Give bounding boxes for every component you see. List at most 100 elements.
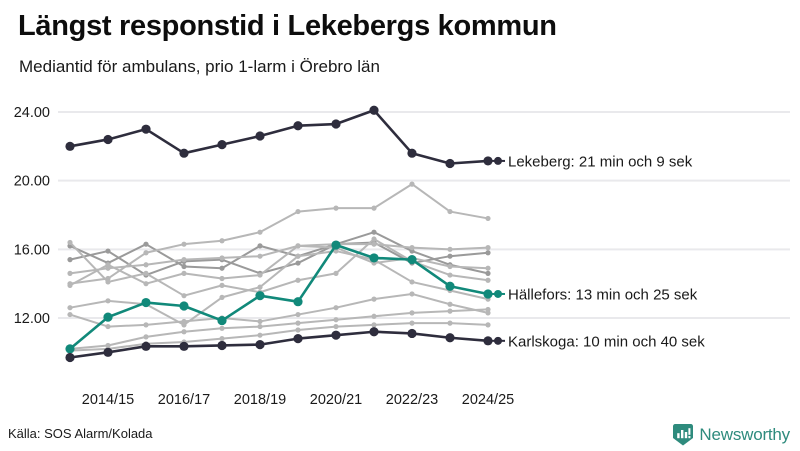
data-point (295, 208, 301, 215)
data-point (295, 311, 301, 318)
data-point (409, 320, 415, 326)
data-point (371, 296, 377, 302)
series-line (69, 292, 489, 328)
data-point (293, 334, 303, 344)
x-axis-tick-label: 2016/17 (158, 392, 210, 408)
data-point (371, 313, 377, 319)
data-point (65, 352, 75, 363)
y-axis-tick-label: 20.00 (14, 174, 50, 190)
data-point (105, 279, 111, 285)
data-point (407, 148, 417, 158)
data-point (409, 245, 415, 251)
data-point (295, 327, 301, 333)
data-point (141, 297, 151, 308)
data-point (181, 263, 187, 270)
data-point (333, 270, 339, 276)
data-point (485, 245, 491, 251)
data-point (333, 305, 339, 311)
data-point (295, 253, 301, 259)
data-point (485, 270, 491, 276)
data-point (333, 205, 339, 211)
data-point (333, 248, 339, 254)
series-line (68, 243, 490, 351)
x-axis-tick-label: 2014/15 (82, 392, 134, 408)
data-point (67, 305, 73, 311)
data-point (371, 236, 377, 242)
x-axis: 2014/15 2016/17 2018/19 2020/21 2022/23 2024/… (82, 392, 514, 408)
grid-lines: 24.00 20.00 16.00 12.00 (14, 105, 790, 327)
series-line (69, 308, 489, 350)
series-line (69, 322, 489, 352)
data-point (255, 131, 265, 141)
data-point (181, 257, 187, 263)
data-point (447, 272, 453, 278)
data-point (67, 311, 73, 318)
series-line (68, 330, 490, 359)
data-point (293, 297, 303, 307)
highlight-series-hällefors (65, 240, 493, 354)
highlight-series-lekeberg (65, 105, 493, 169)
data-point (103, 312, 113, 322)
data-point (143, 281, 149, 287)
data-point (181, 329, 187, 335)
data-point (485, 322, 491, 328)
data-point (67, 282, 73, 288)
data-point (369, 253, 379, 263)
data-point (447, 263, 453, 270)
data-point (371, 205, 377, 211)
data-point (179, 341, 189, 351)
data-point (483, 289, 493, 299)
series-label: Karlskoga: 10 min och 40 sek (508, 333, 705, 350)
data-point (143, 322, 149, 328)
data-point (447, 320, 453, 326)
label-leader-dot (494, 289, 502, 298)
data-point (369, 105, 379, 115)
data-point (257, 284, 263, 290)
label-leader-dot (494, 336, 502, 345)
data-point (257, 253, 263, 259)
data-point (295, 320, 301, 326)
series-line (68, 108, 490, 165)
y-axis-tick-label: 16.00 (14, 242, 50, 258)
data-point (445, 281, 455, 291)
data-point (485, 277, 491, 283)
data-point (409, 181, 415, 187)
data-point (485, 215, 491, 222)
data-point (257, 323, 263, 330)
data-point (257, 229, 263, 235)
data-point (483, 336, 493, 346)
data-point (407, 328, 417, 339)
data-point (409, 291, 415, 297)
data-point (105, 262, 111, 268)
data-point (333, 323, 339, 330)
data-point (219, 255, 225, 261)
data-point (103, 347, 113, 357)
data-point (371, 241, 377, 247)
series-line (69, 231, 489, 277)
data-point (447, 301, 453, 307)
data-point (257, 318, 263, 325)
context-series (67, 243, 491, 288)
newsworthy-logo: Newsworthy (673, 424, 790, 446)
data-point (181, 293, 187, 299)
data-point (447, 308, 453, 314)
data-point (105, 323, 111, 330)
data-point (295, 243, 301, 249)
highlight-series-karlskoga (65, 327, 493, 363)
data-point (219, 282, 225, 288)
data-point (409, 310, 415, 316)
data-point (219, 265, 225, 271)
data-point (143, 250, 149, 256)
x-axis-tick-label: 2022/23 (386, 392, 438, 408)
page-title: Längst responstid i Lekebergs kommun (18, 10, 557, 42)
data-point (141, 124, 151, 134)
data-point (331, 119, 341, 129)
data-point (255, 340, 265, 350)
bar-chart-icon (673, 424, 694, 446)
data-point (333, 317, 339, 323)
data-point (103, 134, 113, 145)
data-point (331, 330, 341, 340)
data-point (181, 318, 187, 325)
